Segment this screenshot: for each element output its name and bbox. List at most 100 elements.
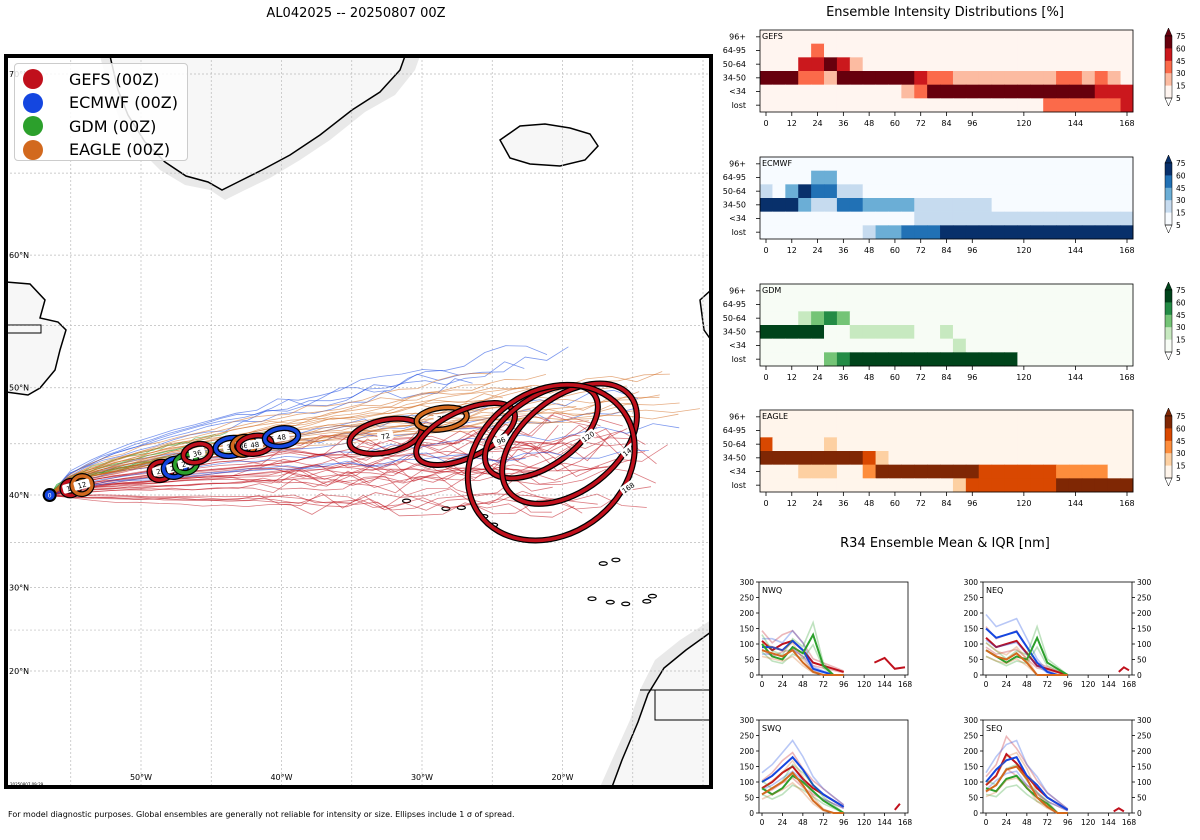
intensity-row-label: 50-64 [723,187,746,196]
heatmap-cell [1120,157,1134,171]
heatmap-cell [836,184,851,199]
ellipse-tau-label: 24 [181,459,192,469]
heatmap-cell [1094,338,1109,353]
r34-y-tick: 300 [964,578,979,587]
lon-label: 50°W [130,773,152,782]
heatmap-cell [991,423,1006,438]
hour-tick-label: 72 [916,373,926,382]
heatmap-cell [1094,184,1109,199]
r34-y-tick: 200 [740,747,755,756]
heatmap-cell [1094,478,1109,493]
heatmap-cell [811,57,825,72]
heatmap-cell [1056,352,1070,367]
r34-y-tick: 200 [1137,747,1152,756]
heatmap-cell [888,157,902,171]
heatmap-cell [1030,478,1044,493]
intensity-row-label: 96+ [729,287,746,296]
heatmap-cell [1068,43,1083,58]
heatmap-cell [978,211,993,226]
heatmap-cell [1043,437,1057,452]
heatmap-cell [927,84,941,99]
heatmap-cell [811,98,825,113]
heatmap-cell [836,338,851,353]
legend-swatch-icon [23,69,43,89]
heatmap-cell [914,338,928,353]
heatmap-cell [875,98,889,113]
r34-y-tick: 200 [964,747,979,756]
heatmap-cell [1068,423,1083,438]
heatmap-cell [1120,311,1134,326]
hour-tick-label: 144 [1068,246,1083,255]
heatmap-cell [965,30,980,44]
hour-tick-label: 72 [916,119,926,128]
footnote: For model diagnostic purposes. Global en… [8,810,515,819]
heatmap-cell [1056,157,1070,171]
heatmap-cell [1120,284,1134,298]
heatmap-cell [1030,84,1044,99]
r34-x-tick: 168 [898,680,913,689]
heatmap-cell [978,184,993,199]
heatmap-cell [1107,157,1122,171]
island [647,593,658,599]
heatmap-cell [940,338,954,353]
intensity-row-label: 50-64 [723,314,746,323]
r34-y-tick: 50 [1137,656,1147,665]
heatmap-cell [1043,157,1057,171]
heatmap-cell [824,157,838,171]
heatmap-cell [760,43,773,58]
heatmap-cell [785,43,799,58]
heatmap-cell [772,170,786,185]
intensity-row-label: 64-95 [723,300,746,309]
heatmap-cell [1043,170,1057,185]
heatmap-cell [978,284,993,298]
heatmap-cell [1107,437,1122,452]
heatmap-cell [978,352,993,367]
heatmap-cell [760,84,773,99]
heatmap-cell [811,410,825,424]
heatmap-cell [965,451,980,465]
intensity-row-label: <34 [729,341,746,350]
heatmap-cell [1030,30,1044,44]
map-title: AL042025 -- 20250807 00Z [266,6,446,21]
heatmap-cell [888,198,902,212]
heatmap-cell [1107,184,1122,199]
heatmap-cell [1081,352,1096,367]
r34-y-tick: 100 [1137,778,1152,787]
heatmap-cell [824,423,838,438]
heatmap-cell [1081,423,1096,438]
heatmap-cell [914,84,928,99]
heatmap-cell [875,338,889,353]
heatmap-cell [772,437,786,452]
heatmap-cell [1107,410,1122,424]
heatmap-cell [978,297,993,312]
intensity-row-label: lost [732,101,746,110]
heatmap-cell [965,71,980,85]
heatmap-cell [798,170,812,185]
heatmap-cell [811,170,825,185]
heatmap-cell [991,297,1006,312]
heatmap-cell [991,30,1006,44]
heatmap-cell [991,437,1006,452]
heatmap-cell [1107,352,1122,367]
heatmap-cell [836,478,851,493]
heatmap-cell [760,297,773,312]
heatmap-cell [952,410,967,424]
hour-tick-label: 96 [967,246,977,255]
heatmap-cell [862,437,877,452]
legend-swatch-icon [23,116,43,136]
heatmap-cell [927,184,941,199]
intensity-row-label: 96+ [729,160,746,169]
heatmap-cell [888,325,902,339]
heatmap-cell [940,211,954,226]
heatmap-cell [888,410,902,424]
heatmap-cell [1081,451,1096,465]
heatmap-cell [836,157,851,171]
heatmap-cell [824,284,838,298]
heatmap-cell [1094,423,1109,438]
heatmap-cell [785,184,799,199]
panel-model-name: GEFS [762,32,783,41]
heatmap-cell [940,311,954,326]
r34-x-tick: 24 [1002,818,1012,827]
heatmap-cell [836,352,851,367]
